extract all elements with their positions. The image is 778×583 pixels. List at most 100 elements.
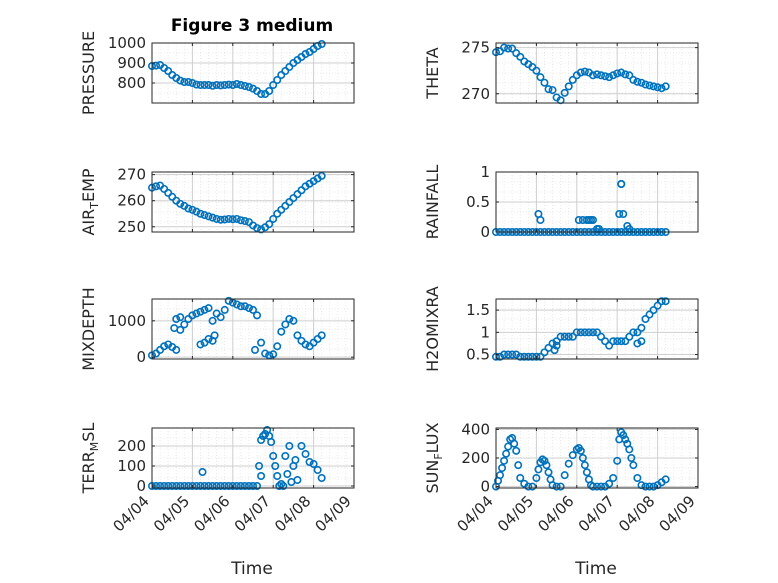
data-point xyxy=(588,482,597,491)
data-point xyxy=(257,225,266,234)
data-point xyxy=(512,446,521,455)
data-point xyxy=(196,481,205,490)
y-tick-label: 800 xyxy=(117,74,146,92)
data-point xyxy=(297,186,306,195)
data-point xyxy=(196,209,205,218)
data-point xyxy=(605,479,614,488)
data-point xyxy=(552,482,561,491)
data-point xyxy=(317,171,326,180)
data-point xyxy=(637,78,646,87)
data-point xyxy=(253,481,262,490)
data-point xyxy=(641,80,650,89)
data-point xyxy=(273,76,282,85)
data-point xyxy=(253,224,262,233)
data-point xyxy=(317,473,326,482)
y-tick-label: 270 xyxy=(117,166,146,184)
data-point xyxy=(560,88,569,97)
y-tick-label: 100 xyxy=(117,457,146,475)
data-point xyxy=(285,441,294,450)
data-point xyxy=(261,349,270,358)
data-point xyxy=(661,475,670,484)
data-point xyxy=(244,304,253,313)
data-point xyxy=(232,80,241,89)
data-point xyxy=(289,194,298,203)
data-point xyxy=(621,70,630,79)
data-point xyxy=(633,77,642,86)
data-point xyxy=(637,323,646,332)
data-point xyxy=(164,188,173,197)
data-point xyxy=(267,437,276,446)
data-point xyxy=(564,82,573,91)
axes-box xyxy=(151,171,355,233)
data-point xyxy=(255,461,264,470)
data-point xyxy=(619,210,628,219)
data-point xyxy=(580,461,589,470)
data-point xyxy=(309,459,318,468)
data-point xyxy=(588,216,597,225)
data-point xyxy=(512,350,521,359)
data-point xyxy=(232,300,241,309)
data-point xyxy=(516,52,525,61)
data-point xyxy=(204,212,213,221)
data-point xyxy=(649,82,658,91)
axes-box xyxy=(495,42,699,104)
data-point xyxy=(277,327,286,336)
y-tick-label: 260 xyxy=(117,192,146,210)
data-point xyxy=(613,69,622,78)
data-point xyxy=(641,314,650,323)
data-point xyxy=(532,352,541,361)
data-point xyxy=(532,473,541,482)
data-point xyxy=(176,76,185,85)
data-point xyxy=(301,340,310,349)
data-point xyxy=(605,73,614,82)
subplot-rainfall: 0 0.5 1 RAINFALL xyxy=(423,163,699,241)
data-point xyxy=(168,481,177,490)
data-point xyxy=(198,467,207,476)
data-point xyxy=(633,473,642,482)
data-point xyxy=(653,301,662,310)
data-point xyxy=(520,352,529,361)
data-point xyxy=(576,328,585,337)
data-point xyxy=(273,209,282,218)
data-point xyxy=(556,332,565,341)
data-point xyxy=(645,482,654,491)
data-point xyxy=(657,297,666,306)
data-point xyxy=(609,71,618,80)
subplot-mixdepth: 0 1000 MIXDEPTH xyxy=(79,287,355,371)
data-point xyxy=(240,217,249,226)
y-tick-label: 0.5 xyxy=(466,346,490,364)
data-point xyxy=(597,332,606,341)
data-point xyxy=(609,473,618,482)
data-point xyxy=(574,216,583,225)
subplot-pressure: 800 900 1000 PRESSURE xyxy=(79,31,355,115)
data-point xyxy=(232,481,241,490)
data-point xyxy=(208,213,217,222)
data-point xyxy=(200,81,209,90)
data-point xyxy=(285,314,294,323)
data-point xyxy=(170,324,179,333)
data-point xyxy=(597,482,606,491)
data-point xyxy=(661,297,670,306)
data-point xyxy=(576,68,585,77)
data-point xyxy=(257,435,266,444)
data-point xyxy=(524,352,533,361)
data-point xyxy=(257,471,266,480)
data-point xyxy=(556,482,565,491)
data-point xyxy=(619,431,628,440)
data-point xyxy=(172,314,181,323)
data-point xyxy=(216,481,225,490)
data-point xyxy=(496,352,505,361)
data-point xyxy=(152,182,161,191)
data-point xyxy=(621,435,630,444)
data-point xyxy=(210,331,219,340)
data-point xyxy=(244,83,253,92)
data-point xyxy=(236,216,245,225)
data-point xyxy=(540,348,549,357)
data-point xyxy=(552,337,561,346)
data-point xyxy=(588,328,597,337)
data-point xyxy=(572,328,581,337)
axes-box xyxy=(151,42,355,104)
data-point xyxy=(627,453,636,462)
data-point xyxy=(504,350,513,359)
